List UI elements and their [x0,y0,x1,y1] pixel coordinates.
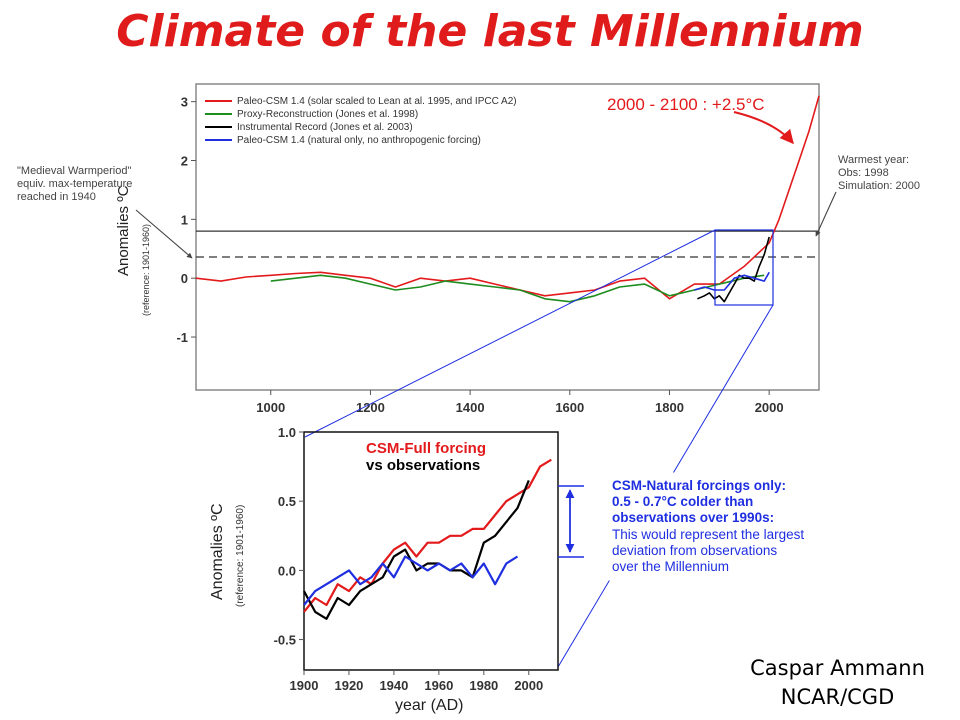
x-tick-label: 1200 [356,400,385,415]
page-title: Climate of the last Millennium [116,6,864,57]
millennium-panel: -1 0 1 2 3 1000 1200 1400 1600 1800 2000 Paleo-CS… [115,83,820,415]
credit-name: Caspar Ammann [750,656,925,680]
y-tick-label: 0.0 [278,563,296,578]
callout-line1: CSM-Natural forcings only: [612,478,786,493]
millennium-ylabel-group: Anomalies ºC [115,185,132,276]
series-line-paleo-csm-1-4-natural-only-no-anthropogenic-forcing [694,271,770,291]
y-tick-label: -1 [176,330,188,345]
medieval-note-line2: equiv. max-temperature [17,178,132,190]
warmest-note-line2: Obs: 1998 [838,167,889,179]
medieval-note-arrow [135,209,193,259]
y-tick-label: 2 [181,154,188,169]
callout-line3: observations over 1990s: [612,510,774,525]
callout-text: CSM-Natural forcings only: 0.5 - 0.7°C c… [612,478,804,574]
zoom-ylabel-group: Anomalies ºC [209,503,226,600]
x-tick-label: 2000 [755,400,784,415]
zoom-panel: -0.5 0.0 0.5 1.0 1900 1920 1940 1960 1980 2000 C… [209,425,904,714]
series-line-instrumental-record-jones-et-al-2003 [697,236,770,303]
x-tick-label: 1940 [379,678,408,693]
x-tick-label: 1900 [290,678,319,693]
zoom-plot-frame [303,431,559,671]
medieval-note-line1: "Medieval Warmperiod" [17,165,131,177]
x-tick-label: 1600 [555,400,584,415]
zoom-xlabel: year (AD) [395,697,463,714]
legend-label-proxy: Proxy-Reconstruction (Jones et al. 1998) [237,109,418,120]
y-tick-label: -0.5 [274,633,296,648]
series-line-csm-natural-forcings-only [303,555,519,606]
millennium-ylabel-note-group: (reference: 1901-1960) [141,224,151,316]
legend-label-full: Paleo-CSM 1.4 (solar scaled to Lean at a… [237,96,517,107]
y-tick-label: 3 [181,95,188,110]
callout-line2: 0.5 - 0.7°C colder than [612,494,753,509]
warmest-note-line3: Simulation: 2000 [838,180,920,192]
callout-line4: This would represent the largest [612,527,804,542]
medieval-note-line3: reached in 1940 [17,191,96,203]
series-line-csm-full-forcing [303,458,552,613]
x-tick-label: 2000 [514,678,543,693]
warmest-note-line1: Warmest year: [838,154,909,166]
y-tick-label: 0 [181,271,188,286]
series-line-observations [303,479,530,620]
warmest-note-arrow [815,191,837,237]
legend-label-instrumental: Instrumental Record (Jones et al. 2003) [237,122,413,133]
x-tick-label: 1980 [469,678,498,693]
warmest-year-note: Warmest year: Obs: 1998 Simulation: 2000 [838,154,920,192]
projection-arrow [733,111,794,145]
medieval-note: "Medieval Warmperiod" equiv. max-tempera… [17,165,132,203]
author-credit: Caspar Ammann NCAR/CGD [735,654,940,712]
callout-box [599,472,904,581]
zoom-ylabel-note: (reference: 1901-1960) [235,505,246,607]
millennium-ylabel: Anomalies ºC [115,185,132,276]
x-tick-label: 1000 [256,400,285,415]
y-tick-label: 1.0 [278,425,296,440]
zoom-box [714,229,774,306]
millennium-legend: Paleo-CSM 1.4 (solar scaled to Lean at a… [205,96,517,146]
x-tick-label: 1920 [334,678,363,693]
series-line-proxy-reconstruction-jones-et-al-1998 [270,274,765,303]
y-tick-label: 0.5 [278,494,296,509]
legend-label-natural: Paleo-CSM 1.4 (natural only, no anthropo… [237,135,481,146]
zoom-ylabel: Anomalies ºC [209,503,226,600]
projection-annotation: 2000 - 2100 : +2.5°C [607,95,765,114]
millennium-ylabel-note: (reference: 1901-1960) [141,224,151,316]
x-tick-label: 1400 [456,400,485,415]
credit-org: NCAR/CGD [780,685,895,709]
x-tick-label: 1960 [424,678,453,693]
callout-line5: deviation from observations [612,543,777,558]
zoom-ylabel-note-group: (reference: 1901-1960) [235,505,246,607]
y-tick-label: 1 [181,212,188,227]
zoom-legend-obs: vs observations [366,457,480,474]
zoom-legend-full: CSM-Full forcing [366,440,486,457]
callout-line6: over the Millennium [612,559,729,574]
zoom-connector-top [304,229,716,438]
x-tick-label: 1800 [655,400,684,415]
